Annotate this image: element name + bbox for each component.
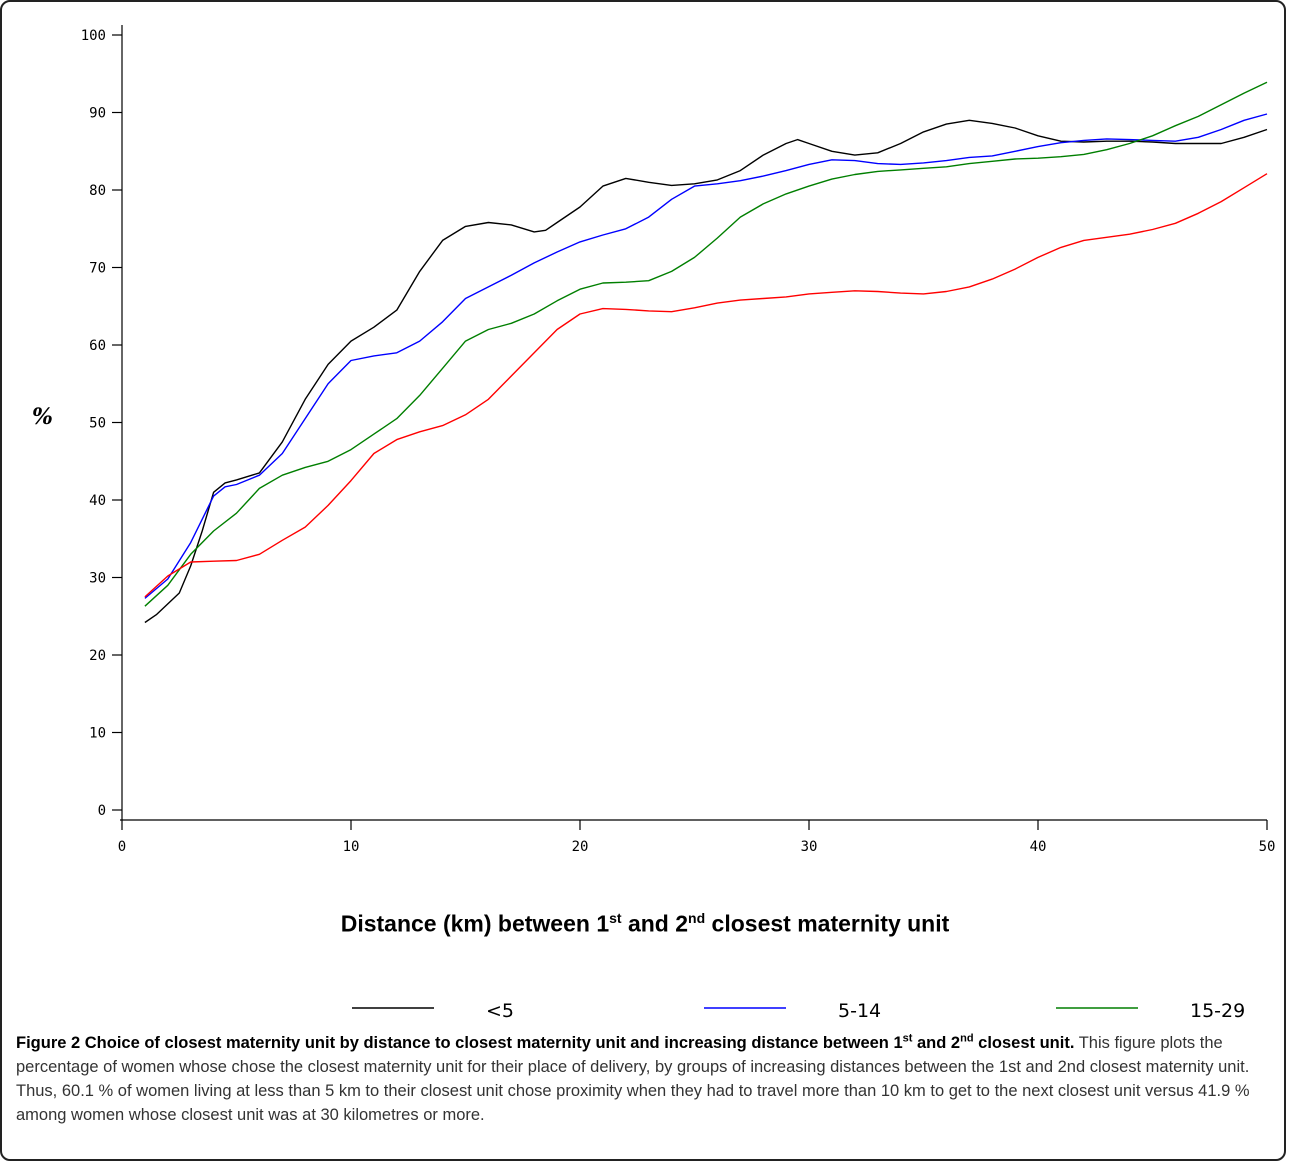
legend-label: 15-29: [1190, 1000, 1245, 1022]
series-line: [144, 173, 1268, 598]
y-tick-label: 60: [89, 338, 106, 354]
y-tick-label: 20: [89, 648, 106, 664]
y-tick-label: 50: [89, 416, 106, 432]
legend-label: <5: [486, 1000, 514, 1022]
y-tick-label: 100: [81, 28, 106, 44]
x-tick-label: 10: [343, 839, 360, 855]
x-tick-label: 20: [572, 839, 589, 855]
line-chart: 0 10 20 30 40 50 60 70 80 90 100 0 10 20 30 40 50 <5 5-14…: [81, 25, 1276, 1022]
caption-body: This figure plots the percentage of wome…: [16, 1034, 1250, 1124]
caption-title: Figure 2 Choice of closest maternity uni…: [16, 1032, 1075, 1052]
figure-caption: Figure 2 Choice of closest maternity uni…: [16, 1031, 1266, 1127]
y-tick-label: 0: [98, 803, 106, 819]
y-tick-label: 10: [89, 726, 106, 742]
series-line: [144, 119, 1268, 624]
x-tick-label: 40: [1030, 839, 1047, 855]
y-tick-label: 90: [89, 106, 106, 122]
series-layer: [144, 81, 1268, 624]
axes: 0 10 20 30 40 50 60 70 80 90 100 0 10 20 30 40 50: [81, 25, 1276, 855]
y-axis-label: %: [32, 404, 53, 430]
series-line: [144, 113, 1268, 599]
x-tick-label: 50: [1259, 839, 1276, 855]
x-tick-label: 30: [801, 839, 818, 855]
x-axis-label: Distance (km) between 1st and 2nd closes…: [340, 910, 950, 937]
y-tick-label: 30: [89, 571, 106, 587]
y-tick-label: 70: [89, 261, 106, 277]
series-line: [144, 81, 1268, 607]
y-tick-label: 80: [89, 183, 106, 199]
x-tick-label: 0: [118, 839, 126, 855]
y-tick-label: 40: [89, 493, 106, 509]
legend-label: 5-14: [838, 1000, 881, 1022]
